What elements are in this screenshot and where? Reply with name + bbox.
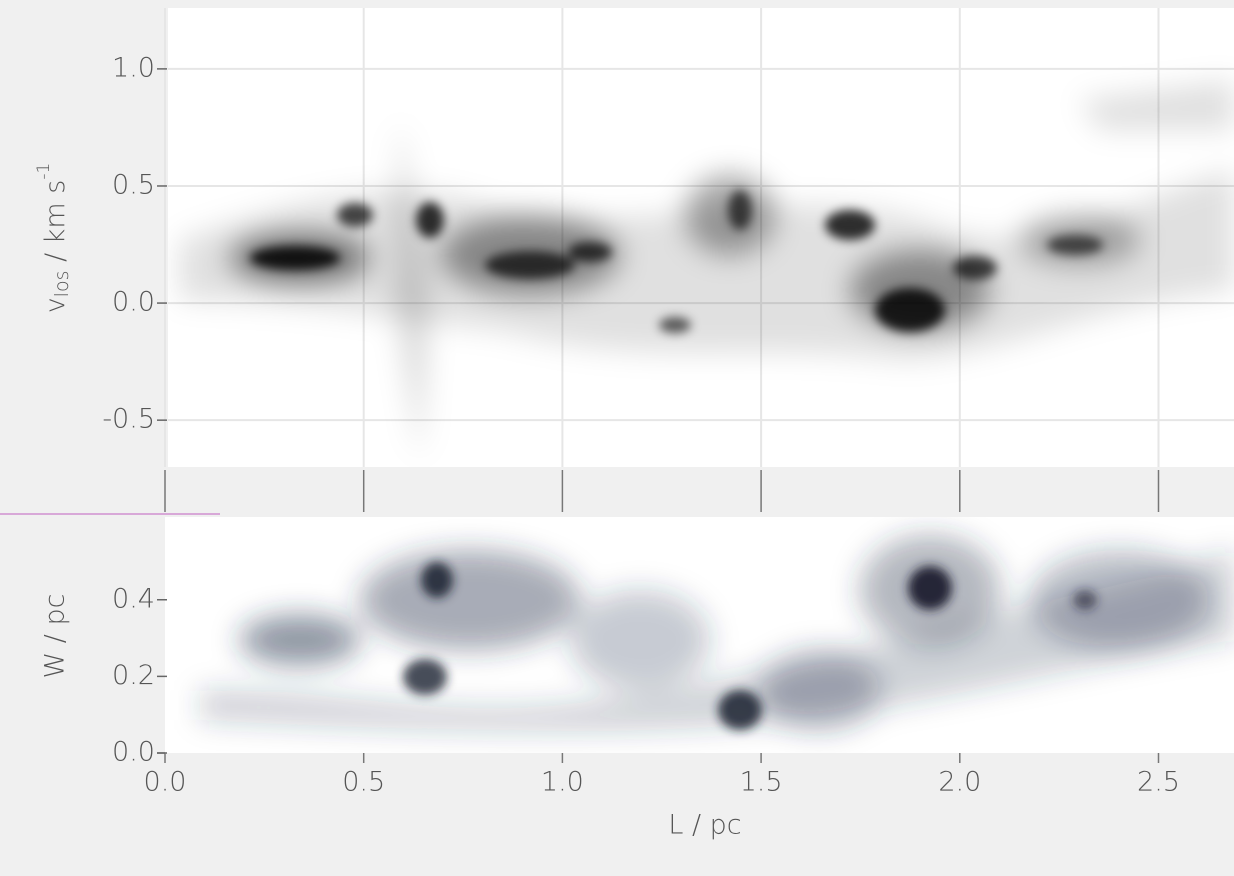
- y-tick-label: 0.2: [112, 660, 155, 691]
- x-tick-label: 0.5: [342, 767, 385, 798]
- label-sub: los: [51, 271, 73, 298]
- x-axis-label: L / pc: [668, 810, 741, 841]
- label-part: v: [40, 297, 71, 313]
- density-bottom: [165, 517, 1234, 753]
- label-part: / km s: [40, 180, 71, 271]
- x-tick-label: 2.5: [1137, 767, 1180, 798]
- x-tick-label: 2.0: [938, 767, 981, 798]
- density-top: [180, 80, 1234, 460]
- y-tick-label: -0.5: [102, 404, 155, 435]
- y-tick-label: 0.0: [112, 737, 155, 768]
- y-tick-label: 0.5: [112, 169, 155, 200]
- x-tick-label: 0.0: [144, 767, 187, 798]
- y-tick-label: 1.0: [112, 52, 155, 83]
- x-tick-label: 1.5: [740, 767, 783, 798]
- y-axis-label: vlos / km s-1: [34, 163, 73, 314]
- y-axis-label: W / pc: [40, 594, 71, 679]
- y-tick-label: 0.0: [112, 287, 155, 318]
- y-tick-label: 0.4: [112, 583, 155, 614]
- x-tick-label: 1.0: [541, 767, 584, 798]
- axes: 1.0 0.5 0.0 -0.5 0.0 0.2 0.4 0.0 0.5 1.0 1.5 2.0 2.5: [102, 52, 1180, 797]
- label-sup: -1: [34, 163, 54, 180]
